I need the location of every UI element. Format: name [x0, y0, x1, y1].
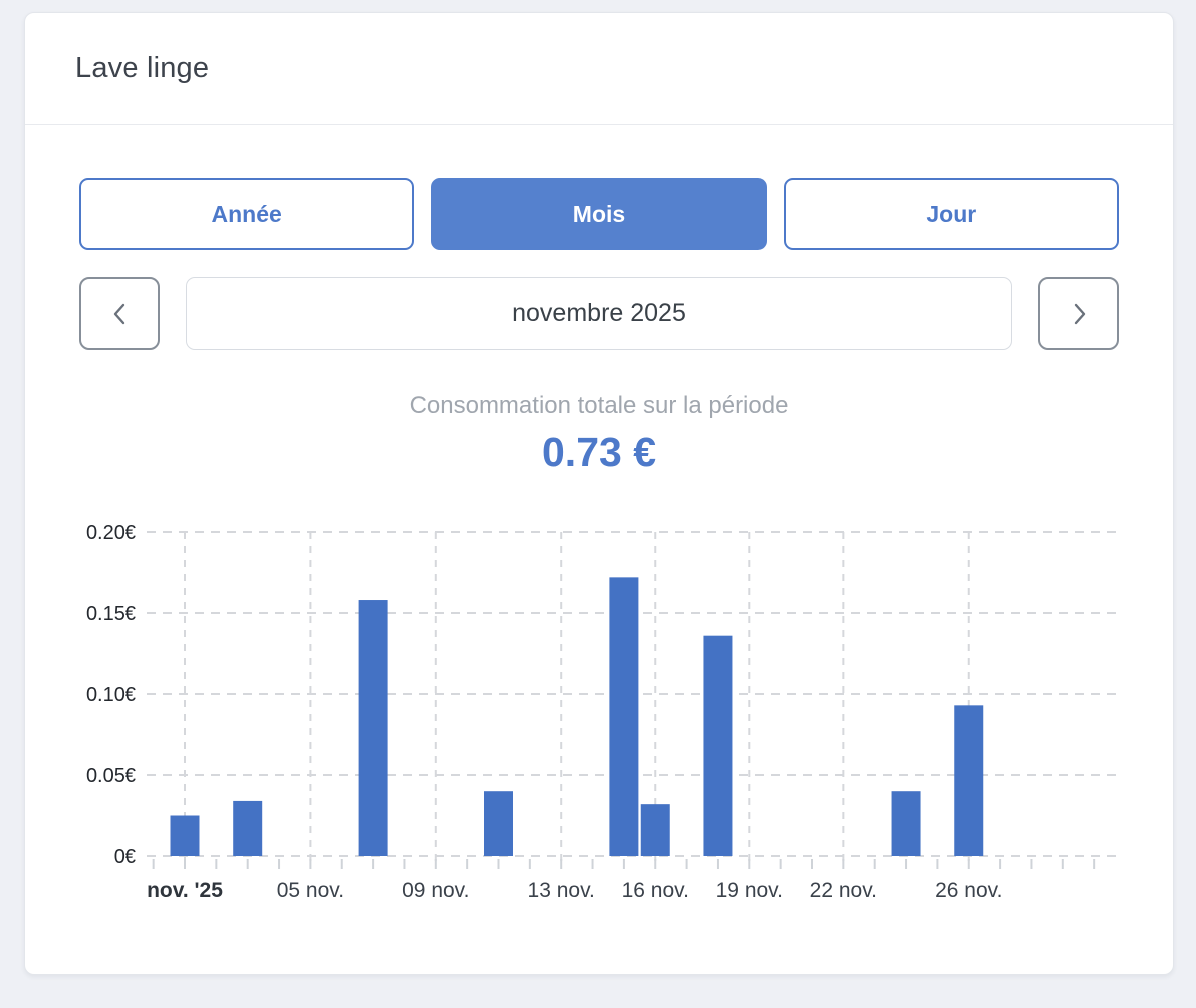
bar-day-7[interactable] — [358, 600, 388, 856]
page-title: Lave linge — [75, 52, 210, 84]
chevron-right-icon — [1074, 303, 1085, 324]
x-axis-label: 13 nov. — [528, 879, 595, 902]
total-caption: Consommation totale sur la période — [409, 392, 789, 419]
tab-annee[interactable]: Année — [79, 178, 415, 250]
bar-day-18[interactable] — [703, 635, 733, 856]
period-display[interactable]: novembre 2025 — [186, 277, 1012, 350]
next-period-button[interactable] — [1038, 277, 1119, 350]
bar-day-24[interactable] — [891, 791, 921, 856]
x-axis-label: 19 nov. — [716, 879, 783, 902]
consumption-bar-chart[interactable]: 0€ 0.05€ 0.10€ 0.15€ 0.20€ nov. '25 05 nov. 09 … — [79, 508, 1122, 908]
tab-jour[interactable]: Jour — [783, 178, 1119, 250]
total-value: 0.73 € — [542, 429, 656, 475]
x-axis-label: nov. '25 — [147, 879, 223, 902]
chevron-left-icon — [113, 303, 124, 324]
x-axis-label: 22 nov. — [810, 879, 877, 902]
bar-day-15[interactable] — [609, 577, 639, 856]
device-card: Lave linge Année Mois Jour novembre 2025… — [24, 12, 1174, 975]
bar-day-3[interactable] — [233, 800, 263, 856]
bar-day-11[interactable] — [484, 791, 513, 856]
period-navigation: novembre 2025 — [79, 277, 1119, 350]
card-body: Année Mois Jour novembre 2025 Consommati… — [25, 125, 1173, 908]
y-axis-label: 0.15€ — [86, 603, 136, 625]
bar-day-16[interactable] — [640, 804, 670, 856]
y-axis-label: 0.05€ — [86, 765, 136, 787]
period-tabs: Année Mois Jour — [79, 178, 1119, 250]
x-axis-label: 05 nov. — [277, 879, 344, 902]
bar-day-1[interactable] — [170, 815, 200, 857]
y-axis-label: 0.10€ — [86, 684, 136, 706]
y-axis-label: 0.20€ — [86, 522, 136, 544]
card-header: Lave linge — [25, 13, 1173, 125]
bar-day-26[interactable] — [954, 705, 984, 856]
tab-mois[interactable]: Mois — [431, 178, 767, 250]
x-axis-label: 16 nov. — [622, 879, 689, 902]
prev-period-button[interactable] — [79, 277, 160, 350]
x-axis-label: 09 nov. — [402, 879, 469, 902]
y-axis-label: 0€ — [114, 846, 136, 868]
x-axis-label: 26 nov. — [935, 879, 1002, 902]
total-consumption-summary: Consommation totale sur la période 0.73 … — [79, 392, 1119, 476]
chart-area: 0€ 0.05€ 0.10€ 0.15€ 0.20€ nov. '25 05 nov. 09 … — [79, 508, 1122, 908]
